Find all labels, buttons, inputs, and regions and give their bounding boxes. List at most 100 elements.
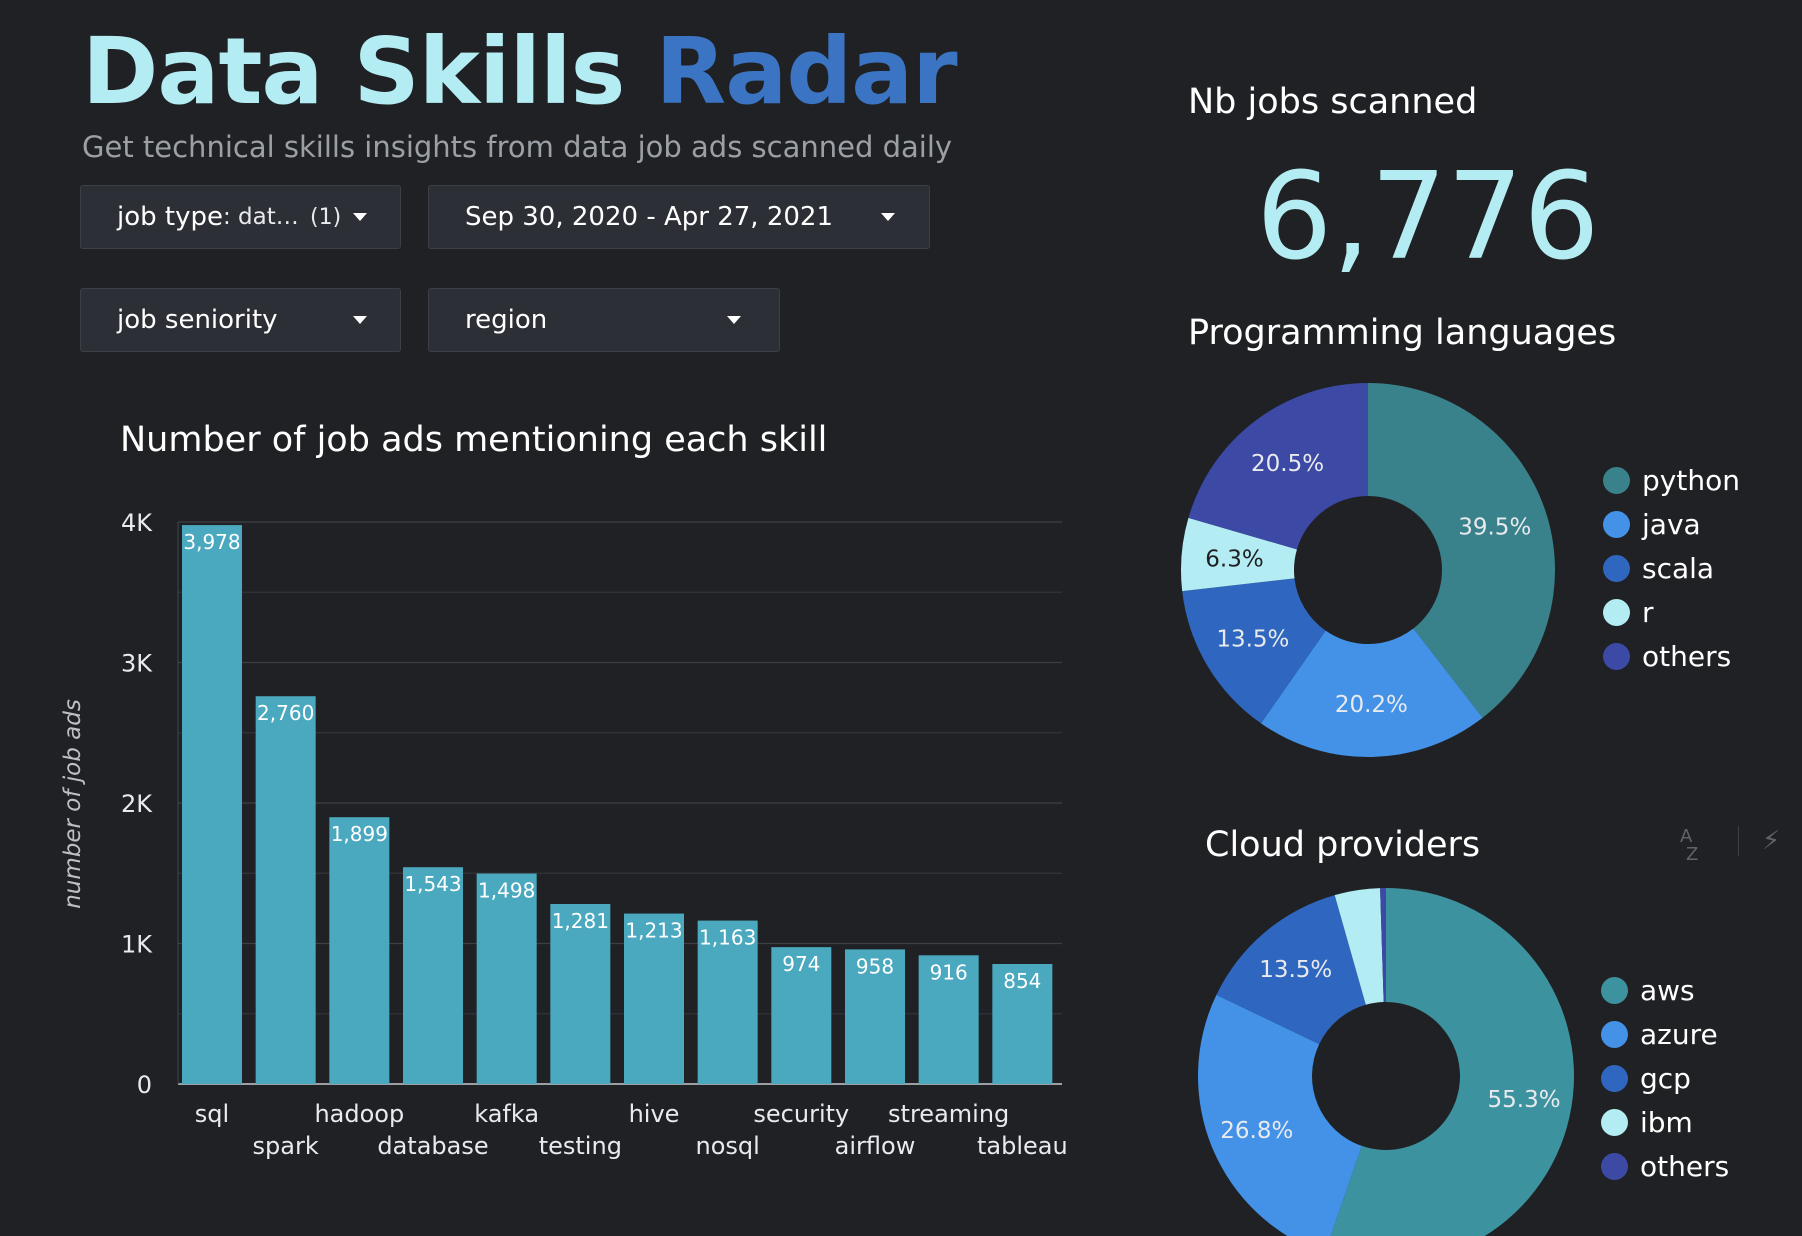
dashboard-title: Data Skills Radar — [82, 18, 958, 125]
legend-item-aws[interactable]: aws — [1601, 968, 1729, 1012]
title-part-1: Data Skills — [82, 18, 625, 125]
legend-swatch — [1601, 1152, 1628, 1180]
bar-hadoop[interactable] — [329, 817, 390, 1084]
legend-item-ibm[interactable]: ibm — [1601, 1100, 1729, 1144]
bar-data-label: 1,543 — [404, 872, 461, 896]
legend-swatch — [1603, 598, 1630, 626]
region-dropdown[interactable]: region — [428, 288, 780, 352]
slice-java[interactable] — [1260, 628, 1483, 757]
legend-item-java[interactable]: java — [1603, 502, 1740, 546]
y-axis-label: number of job ads — [60, 699, 86, 909]
slice-ibm[interactable] — [1334, 888, 1384, 1005]
bar-kafka[interactable] — [476, 873, 537, 1084]
bar-nosql[interactable] — [697, 920, 758, 1084]
job-type-label: job type — [117, 202, 223, 232]
legend-item-azure[interactable]: azure — [1601, 1012, 1729, 1056]
bar-data-label: 1,163 — [699, 926, 756, 950]
job-seniority-dropdown[interactable]: job seniority — [80, 288, 401, 352]
legend-item-gcp[interactable]: gcp — [1601, 1056, 1729, 1100]
slice-python[interactable] — [1368, 383, 1555, 718]
legend-item-others[interactable]: others — [1601, 1144, 1729, 1188]
region-label: region — [465, 305, 548, 335]
cloud-legend: aws azure gcp ibm others — [1601, 968, 1729, 1188]
slice-others[interactable] — [1188, 383, 1368, 550]
legend-swatch — [1601, 1108, 1628, 1136]
slice-data-label: 6.3% — [1205, 547, 1263, 573]
job-type-count: (1) — [310, 204, 342, 230]
x-tick-label: testing — [539, 1132, 622, 1160]
legend-label: r — [1642, 595, 1654, 629]
bar-data-label: 1,213 — [625, 919, 682, 943]
y-tick-label: 3K — [121, 650, 153, 678]
bar-sql[interactable] — [182, 525, 242, 1084]
legend-label: azure — [1640, 1017, 1718, 1051]
x-tick-label: hive — [629, 1100, 680, 1128]
legend-item-others[interactable]: others — [1603, 634, 1740, 678]
legend-label: aws — [1640, 973, 1695, 1007]
job-type-dropdown[interactable]: job type: dat… (1) — [80, 185, 401, 249]
slice-data-label: 20.5% — [1251, 451, 1324, 477]
x-tick-label: tableau — [977, 1132, 1068, 1160]
legend-item-r[interactable]: r — [1603, 590, 1740, 634]
languages-donut-chart: 39.5% 20.2% 13.5% 6.3% 20.5% — [1181, 383, 1555, 757]
chevron-down-icon — [353, 213, 367, 221]
job-seniority-label: job seniority — [117, 305, 278, 335]
date-range-value: Sep 30, 2020 - Apr 27, 2021 — [465, 202, 833, 232]
bar-data-label: 958 — [856, 954, 894, 978]
slice-others[interactable] — [1380, 888, 1386, 1003]
date-range-dropdown[interactable]: Sep 30, 2020 - Apr 27, 2021 — [428, 185, 930, 249]
legend-swatch — [1601, 1064, 1628, 1092]
slice-gcp[interactable] — [1216, 895, 1366, 1045]
slice-scala[interactable] — [1182, 578, 1326, 724]
legend-swatch — [1603, 554, 1630, 582]
bar-streaming[interactable] — [918, 955, 979, 1084]
dashboard-subtitle: Get technical skills insights from data … — [82, 130, 953, 164]
slice-data-label: 39.5% — [1458, 515, 1531, 541]
bar-spark[interactable] — [255, 696, 316, 1084]
y-tick-label: 2K — [121, 790, 153, 818]
x-tick-label: database — [377, 1132, 488, 1160]
bar-data-label: 1,899 — [331, 822, 388, 846]
bar-database[interactable] — [403, 867, 463, 1084]
x-tick-label: airflow — [835, 1132, 916, 1160]
bar-hive[interactable] — [624, 913, 684, 1084]
chevron-down-icon — [727, 316, 741, 324]
legend-label: python — [1642, 463, 1740, 497]
bar-chart-title: Number of job ads mentioning each skill — [120, 420, 828, 460]
bar-data-label: 854 — [1003, 969, 1041, 993]
bar-data-label: 974 — [782, 952, 820, 976]
lightning-icon[interactable]: ⚡ — [1762, 826, 1781, 856]
x-tick-label: hadoop — [314, 1100, 404, 1128]
x-tick-label: streaming — [888, 1100, 1009, 1128]
bar-tableau[interactable] — [992, 964, 1053, 1084]
bar-data-label: 2,760 — [257, 701, 314, 725]
slice-data-label: 55.3% — [1488, 1087, 1561, 1113]
slice-data-label: 13.5% — [1259, 957, 1332, 983]
slice-r[interactable] — [1181, 517, 1297, 592]
bar-data-label: 1,281 — [552, 909, 609, 933]
x-tick-label: spark — [253, 1132, 319, 1160]
y-tick-label: 1K — [121, 931, 153, 959]
bar-data-label: 3,978 — [183, 530, 240, 554]
legend-label: others — [1640, 1149, 1730, 1183]
bar-testing[interactable] — [550, 904, 611, 1084]
bar-airflow[interactable] — [845, 949, 905, 1084]
x-tick-label: kafka — [474, 1100, 539, 1128]
legend-swatch — [1603, 642, 1630, 670]
legend-item-python[interactable]: python — [1603, 458, 1740, 502]
slice-data-label: 26.8% — [1220, 1118, 1293, 1144]
kpi-label: Nb jobs scanned — [1188, 82, 1478, 122]
legend-label: scala — [1642, 551, 1715, 585]
legend-label: others — [1642, 639, 1732, 673]
kpi-value: 6,776 — [1256, 148, 1600, 287]
x-tick-label: nosql — [696, 1132, 760, 1160]
slice-aws[interactable] — [1325, 888, 1574, 1236]
bar-security[interactable] — [771, 947, 832, 1084]
slice-azure[interactable] — [1198, 994, 1362, 1236]
slice-data-label: 13.5% — [1216, 627, 1289, 653]
skills-bar-chart: 0 1K 2K 3K 4K number of job ads 3,978 sql 2,760 s… — [60, 509, 1068, 1160]
cloud-chart-title: Cloud providers — [1205, 825, 1481, 865]
y-tick-label: 4K — [121, 509, 153, 537]
legend-item-scala[interactable]: scala — [1603, 546, 1740, 590]
